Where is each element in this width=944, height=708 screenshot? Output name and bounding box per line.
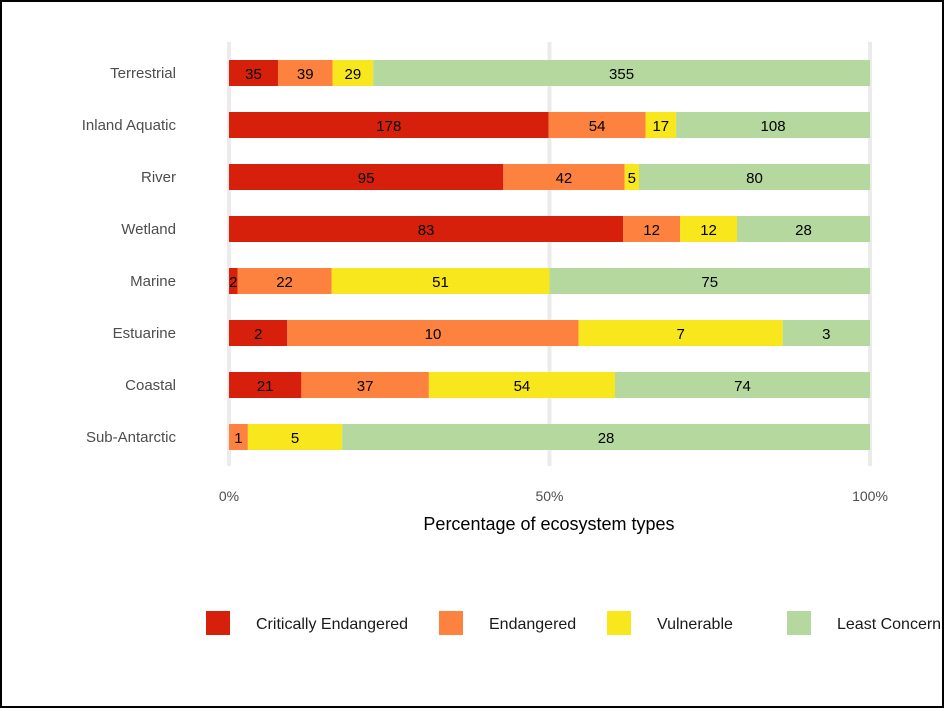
data-label: 75 bbox=[701, 274, 718, 291]
bar-segment bbox=[645, 112, 677, 138]
bar-segment bbox=[676, 112, 870, 138]
data-label: 355 bbox=[609, 66, 634, 83]
data-label: 3 bbox=[822, 326, 830, 343]
bar-segment bbox=[229, 216, 624, 242]
x-tick-labels: 0% 50% 100% bbox=[219, 488, 888, 504]
data-label: 54 bbox=[589, 118, 606, 135]
bar-segment bbox=[332, 60, 374, 86]
category-label: Estuarine bbox=[113, 325, 176, 342]
bar-segment bbox=[623, 216, 681, 242]
data-label: 2 bbox=[229, 274, 237, 291]
category-label: Wetland bbox=[121, 221, 176, 238]
bar-segment bbox=[331, 268, 550, 294]
data-label: 178 bbox=[376, 118, 401, 135]
x-axis-title: Percentage of ecosystem types bbox=[423, 514, 674, 534]
legend-label: Endangered bbox=[489, 616, 576, 633]
data-label: 54 bbox=[514, 378, 531, 395]
bar-segment bbox=[229, 60, 278, 86]
legend-swatch bbox=[439, 611, 463, 635]
category-label: River bbox=[141, 169, 176, 186]
bar-segment bbox=[229, 424, 248, 450]
bar-segment bbox=[548, 112, 646, 138]
bar-segment bbox=[428, 372, 615, 398]
bar-segment bbox=[680, 216, 738, 242]
data-label: 2 bbox=[254, 326, 262, 343]
bar-segment bbox=[229, 112, 549, 138]
bar-segment bbox=[247, 424, 343, 450]
category-label: Coastal bbox=[125, 377, 176, 394]
bar-segment bbox=[549, 268, 870, 294]
category-label: Terrestrial bbox=[110, 65, 176, 82]
legend: Critically Endangered Endangered Vulnerabl… bbox=[206, 611, 941, 635]
data-label: 37 bbox=[357, 378, 374, 395]
data-label: 28 bbox=[598, 430, 615, 447]
data-label: 5 bbox=[291, 430, 299, 447]
data-label: 29 bbox=[345, 66, 362, 83]
legend-label: Vulnerable bbox=[657, 616, 733, 633]
bar-segment bbox=[782, 320, 870, 346]
x-tick-label: 100% bbox=[852, 488, 888, 504]
bar-segment bbox=[229, 372, 302, 398]
category-label: Inland Aquatic bbox=[82, 117, 177, 134]
data-label: 22 bbox=[276, 274, 293, 291]
bar-segment bbox=[614, 372, 870, 398]
data-label: 10 bbox=[425, 326, 442, 343]
data-label: 108 bbox=[761, 118, 786, 135]
legend-label: Least Concern bbox=[837, 616, 941, 633]
data-label: 51 bbox=[432, 274, 449, 291]
legend-swatch bbox=[607, 611, 631, 635]
category-labels: Terrestrial Inland Aquatic River Wetland Mar… bbox=[82, 65, 177, 446]
bar-segment bbox=[342, 424, 870, 450]
data-label: 74 bbox=[734, 378, 751, 395]
bar-segment bbox=[373, 60, 870, 86]
data-label: 12 bbox=[643, 222, 660, 239]
data-label: 21 bbox=[257, 378, 274, 395]
x-tick-label: 50% bbox=[535, 488, 563, 504]
data-label: 83 bbox=[418, 222, 435, 239]
bar-segment bbox=[277, 60, 333, 86]
data-label: 7 bbox=[676, 326, 684, 343]
bar-segment bbox=[237, 268, 332, 294]
data-label: 39 bbox=[297, 66, 314, 83]
data-label: 1 bbox=[234, 430, 242, 447]
data-label: 80 bbox=[746, 170, 763, 187]
category-label: Sub-Antarctic bbox=[86, 429, 177, 446]
bar-segment bbox=[229, 164, 504, 190]
data-label: 95 bbox=[358, 170, 375, 187]
legend-swatch bbox=[787, 611, 811, 635]
bar-segment bbox=[287, 320, 579, 346]
data-label: 35 bbox=[245, 66, 262, 83]
x-tick-label: 0% bbox=[219, 488, 239, 504]
data-label: 5 bbox=[628, 170, 636, 187]
bar-segment bbox=[737, 216, 870, 242]
data-label: 12 bbox=[700, 222, 717, 239]
bar-segment bbox=[229, 320, 288, 346]
legend-swatch bbox=[206, 611, 230, 635]
bar-segment bbox=[503, 164, 625, 190]
bar-segment bbox=[639, 164, 870, 190]
gridlines bbox=[227, 42, 872, 466]
data-label: 17 bbox=[652, 118, 669, 135]
bar-segment bbox=[578, 320, 783, 346]
bar-segment bbox=[229, 268, 238, 294]
category-label: Marine bbox=[130, 273, 176, 290]
bar-segment bbox=[624, 164, 640, 190]
legend-label: Critically Endangered bbox=[256, 616, 408, 633]
data-label: 28 bbox=[795, 222, 812, 239]
data-label: 42 bbox=[556, 170, 573, 187]
bar-segment bbox=[301, 372, 429, 398]
